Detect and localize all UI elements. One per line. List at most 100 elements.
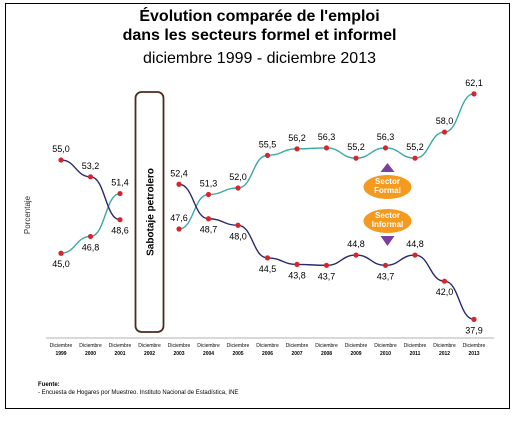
- marker-informal-13: [441, 278, 448, 284]
- badge-informal-line1: Sector: [375, 211, 400, 220]
- series-line-informal-1: [178, 183, 475, 321]
- marker-formal-14: [471, 91, 477, 97]
- marker-formal-13: [441, 129, 448, 135]
- chart-title-line1: Évolution comparée de l'emploi: [139, 8, 380, 25]
- chart-title-line2: dans les secteurs formel et informel: [122, 27, 397, 44]
- marker-formal-5: [205, 191, 212, 198]
- source-label: Fuente:: [38, 382, 60, 388]
- x-tick-label-8-line1: Diciembre: [286, 343, 309, 349]
- marker-informal-9: [323, 262, 330, 268]
- x-tick-label-12-line1: Diciembre: [404, 343, 427, 349]
- data-label-formal-2: 51,4: [111, 178, 129, 188]
- marker-informal-5: [205, 216, 212, 222]
- x-tick-label-2-line2: 2001: [114, 351, 125, 357]
- marker-formal-9: [323, 145, 330, 151]
- data-label-informal-1: 53,2: [82, 161, 100, 171]
- marker-informal-1: [87, 174, 94, 180]
- x-tick-label-0-line2: 1999: [55, 351, 66, 357]
- x-tick-label-11-line2: 2010: [380, 351, 391, 357]
- data-label-informal-10: 44,8: [347, 239, 365, 249]
- marker-formal-10: [353, 155, 359, 161]
- marker-formal-7: [264, 152, 271, 158]
- data-label-informal-5: 48,7: [200, 225, 218, 235]
- x-tick-label-7-line1: Diciembre: [256, 343, 279, 349]
- marker-formal-4: [176, 226, 182, 232]
- data-label-informal-4: 52,4: [170, 168, 188, 178]
- data-label-formal-9: 56,3: [318, 132, 336, 142]
- marker-informal-12: [412, 252, 418, 258]
- data-label-formal-1: 46,8: [82, 242, 100, 252]
- data-label-informal-9: 43,7: [318, 271, 336, 281]
- data-label-formal-12: 55,2: [406, 142, 424, 152]
- marker-formal-0: [58, 250, 64, 256]
- data-label-informal-2: 48,6: [111, 226, 129, 236]
- data-label-informal-12: 44,8: [406, 239, 424, 249]
- x-tick-label-8-line2: 2007: [291, 351, 302, 357]
- x-tick-label-7-line2: 2006: [262, 351, 273, 357]
- arrow-down-icon: [380, 236, 395, 246]
- data-label-formal-5: 51,3: [200, 179, 218, 189]
- marker-informal-8: [294, 261, 300, 268]
- x-tick-label-9-line1: Diciembre: [315, 343, 338, 349]
- marker-informal-2: [117, 217, 123, 223]
- x-tick-label-13-line2: 2012: [439, 351, 450, 357]
- x-tick-label-3-line2: 2002: [144, 351, 155, 357]
- x-tick-label-13-line1: Diciembre: [433, 343, 456, 349]
- data-label-informal-11: 43,7: [377, 271, 395, 281]
- marker-formal-2: [117, 190, 123, 197]
- data-label-informal-7: 44,5: [259, 264, 277, 274]
- arrow-up-icon: [380, 163, 395, 172]
- badge-informal-line2: Informal: [372, 220, 404, 229]
- x-tick-label-1-line1: Diciembre: [79, 343, 102, 349]
- x-tick-label-6-line2: 2005: [232, 351, 243, 357]
- badge-formal-line1: Sector: [375, 177, 400, 186]
- data-label-informal-6: 48,0: [229, 231, 247, 241]
- data-label-formal-0: 45,0: [52, 259, 70, 269]
- data-label-formal-14: 62,1: [465, 78, 483, 88]
- marker-informal-0: [58, 157, 64, 163]
- marker-formal-6: [235, 185, 241, 191]
- x-tick-label-11-line1: Diciembre: [374, 343, 397, 349]
- x-tick-label-10-line2: 2009: [350, 351, 361, 357]
- data-label-formal-7: 55,5: [259, 139, 277, 149]
- marker-formal-12: [412, 155, 418, 161]
- x-tick-label-14-line2: 2013: [468, 351, 479, 357]
- marker-formal-11: [382, 145, 389, 151]
- data-label-informal-8: 43,8: [288, 270, 306, 280]
- source-text: - Encuesta de Hogares por Muestreo. Inst…: [38, 390, 239, 396]
- data-label-formal-13: 58,0: [436, 116, 454, 126]
- x-tick-label-4-line2: 2003: [173, 351, 184, 357]
- marker-informal-6: [235, 222, 241, 228]
- badge-formal-line2: Formal: [374, 186, 401, 195]
- x-tick-label-12-line2: 2011: [410, 351, 421, 357]
- chart-subtitle: diciembre 1999 - diciembre 2013: [142, 50, 376, 67]
- x-tick-label-10-line1: Diciembre: [345, 343, 368, 349]
- x-tick-label-2-line1: Diciembre: [109, 343, 132, 349]
- annotation-box: [134, 91, 165, 333]
- data-label-formal-11: 56,3: [377, 132, 395, 142]
- chart-frame: [5, 3, 510, 409]
- marker-informal-14: [471, 316, 477, 322]
- x-tick-label-5-line2: 2004: [203, 351, 214, 357]
- x-tick-label-3-line1: Diciembre: [138, 343, 161, 349]
- annotation-label: Sabotaje petrolero: [146, 168, 157, 256]
- marker-informal-4: [176, 181, 182, 187]
- x-tick-label-4-line1: Diciembre: [168, 343, 191, 349]
- x-tick-label-1-line2: 2000: [85, 351, 96, 357]
- x-tick-label-14-line1: Diciembre: [463, 343, 486, 349]
- x-tick-label-0-line1: Diciembre: [50, 343, 73, 349]
- y-axis-label: Porcentaje: [23, 195, 32, 234]
- data-label-informal-0: 55,0: [52, 144, 70, 154]
- data-label-informal-13: 42,0: [436, 287, 454, 297]
- x-tick-label-9-line2: 2008: [321, 351, 332, 357]
- marker-informal-11: [382, 262, 389, 268]
- data-label-formal-8: 56,2: [288, 133, 306, 143]
- badge-informal: [363, 209, 412, 233]
- x-tick-label-5-line1: Diciembre: [197, 343, 220, 349]
- data-label-formal-4: 47,6: [170, 213, 188, 223]
- data-label-informal-14: 37,9: [465, 325, 483, 335]
- data-label-formal-6: 52,0: [229, 172, 247, 182]
- series-line-formal-1: [178, 93, 475, 230]
- marker-informal-7: [264, 255, 271, 261]
